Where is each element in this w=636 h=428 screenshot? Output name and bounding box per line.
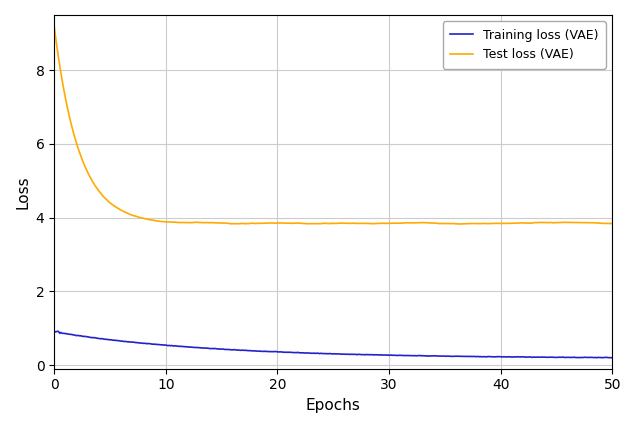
- X-axis label: Epochs: Epochs: [306, 398, 361, 413]
- Line: Test loss (VAE): Test loss (VAE): [54, 26, 612, 224]
- Training loss (VAE): [593, 355, 600, 360]
- Test loss (VAE): [609, 221, 616, 226]
- Training loss (VAE): [50, 328, 58, 333]
- Test loss (VAE): [382, 221, 390, 226]
- Training loss (VAE): [319, 351, 326, 356]
- Y-axis label: Loss: Loss: [15, 175, 30, 209]
- Training loss (VAE): [508, 354, 515, 360]
- Training loss (VAE): [352, 352, 360, 357]
- Legend: Training loss (VAE), Test loss (VAE): Training loss (VAE), Test loss (VAE): [443, 21, 606, 68]
- Line: Training loss (VAE): Training loss (VAE): [54, 331, 612, 358]
- Training loss (VAE): [315, 351, 323, 356]
- Test loss (VAE): [319, 221, 326, 226]
- Training loss (VAE): [596, 355, 604, 360]
- Test loss (VAE): [50, 24, 58, 29]
- Test loss (VAE): [315, 221, 323, 226]
- Test loss (VAE): [459, 221, 466, 226]
- Training loss (VAE): [382, 353, 390, 358]
- Test loss (VAE): [509, 220, 516, 226]
- Test loss (VAE): [596, 220, 604, 226]
- Test loss (VAE): [352, 221, 360, 226]
- Training loss (VAE): [609, 355, 616, 360]
